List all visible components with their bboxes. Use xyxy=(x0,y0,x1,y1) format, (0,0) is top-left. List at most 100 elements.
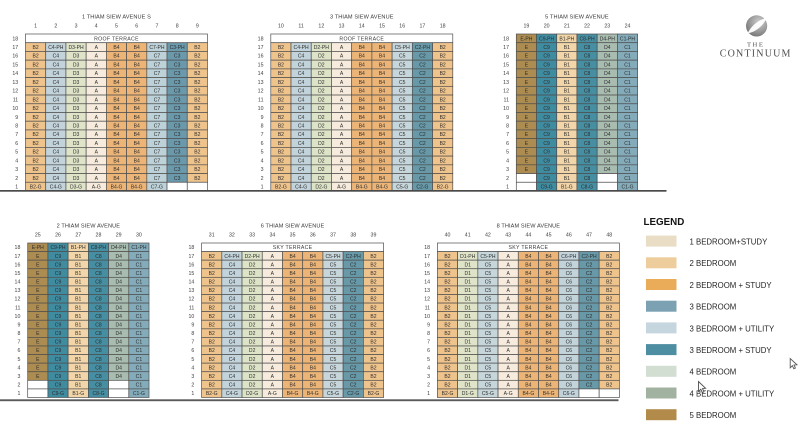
svg-text:D3: D3 xyxy=(73,89,80,95)
svg-text:3: 3 xyxy=(191,374,194,380)
svg-text:D2-G: D2-G xyxy=(246,391,258,397)
svg-text:B4: B4 xyxy=(359,123,365,129)
svg-text:15: 15 xyxy=(379,24,385,30)
svg-text:4: 4 xyxy=(95,24,98,30)
svg-text:B2-G: B2-G xyxy=(275,185,287,191)
svg-text:B4: B4 xyxy=(379,89,385,95)
svg-text:B2: B2 xyxy=(444,288,450,294)
svg-text:C2: C2 xyxy=(350,374,357,380)
svg-text:B2: B2 xyxy=(278,167,284,173)
svg-text:C8: C8 xyxy=(584,62,591,68)
svg-text:8: 8 xyxy=(176,24,179,30)
svg-text:D4: D4 xyxy=(115,365,122,371)
svg-text:C1: C1 xyxy=(624,150,631,156)
svg-text:A: A xyxy=(506,280,510,286)
svg-text:B2: B2 xyxy=(209,365,215,371)
svg-text:D3: D3 xyxy=(73,167,80,173)
svg-text:D2: D2 xyxy=(318,62,325,68)
svg-text:B2: B2 xyxy=(444,314,450,320)
svg-text:10: 10 xyxy=(258,106,264,112)
svg-text:5: 5 xyxy=(17,357,20,363)
svg-text:C1: C1 xyxy=(136,271,143,277)
svg-text:30: 30 xyxy=(136,233,142,239)
svg-text:B4: B4 xyxy=(134,106,140,112)
svg-text:C6: C6 xyxy=(566,280,573,286)
svg-text:B1: B1 xyxy=(75,262,81,268)
svg-text:C8: C8 xyxy=(584,141,591,147)
svg-text:B2: B2 xyxy=(606,254,612,260)
svg-text:C2: C2 xyxy=(586,280,593,286)
svg-text:B2: B2 xyxy=(33,176,39,182)
svg-text:B4: B4 xyxy=(134,115,140,121)
svg-text:B1: B1 xyxy=(75,288,81,294)
svg-text:C1: C1 xyxy=(624,89,631,95)
svg-text:16: 16 xyxy=(15,262,21,268)
svg-text:B4: B4 xyxy=(379,141,385,147)
svg-text:B2: B2 xyxy=(278,89,284,95)
svg-text:B2: B2 xyxy=(209,348,215,354)
svg-text:A: A xyxy=(271,297,275,303)
svg-text:D4: D4 xyxy=(604,89,611,95)
svg-text:B4: B4 xyxy=(525,331,531,337)
svg-text:C8: C8 xyxy=(95,262,102,268)
svg-text:D4: D4 xyxy=(115,374,122,380)
svg-text:C1: C1 xyxy=(624,54,631,60)
svg-text:C1: C1 xyxy=(624,141,631,147)
svg-text:B1: B1 xyxy=(75,365,81,371)
svg-text:D2-G: D2-G xyxy=(315,185,327,191)
svg-text:C8: C8 xyxy=(95,383,102,389)
svg-text:B2: B2 xyxy=(606,322,612,328)
svg-text:E-PH: E-PH xyxy=(520,36,532,42)
svg-text:3: 3 xyxy=(75,24,78,30)
svg-text:7: 7 xyxy=(191,340,194,346)
svg-text:B4: B4 xyxy=(525,340,531,346)
svg-text:C9: C9 xyxy=(543,62,550,68)
svg-text:C7: C7 xyxy=(154,167,161,173)
svg-text:C8: C8 xyxy=(95,271,102,277)
svg-text:C6: C6 xyxy=(566,305,573,311)
svg-text:4: 4 xyxy=(17,365,20,371)
svg-text:ROOF TERRACE: ROOF TERRACE xyxy=(339,36,384,42)
svg-text:C9: C9 xyxy=(55,262,62,268)
svg-text:29: 29 xyxy=(116,233,122,239)
svg-text:B2: B2 xyxy=(209,271,215,277)
svg-text:B4-G: B4-G xyxy=(522,391,534,397)
svg-text:B4: B4 xyxy=(310,348,316,354)
svg-text:7: 7 xyxy=(506,132,509,138)
svg-text:C8: C8 xyxy=(95,374,102,380)
svg-text:B2: B2 xyxy=(33,62,39,68)
svg-text:C2: C2 xyxy=(586,365,593,371)
svg-text:47: 47 xyxy=(586,233,592,239)
svg-text:C8: C8 xyxy=(95,357,102,363)
svg-text:B2: B2 xyxy=(278,176,284,182)
svg-text:6: 6 xyxy=(17,348,20,354)
svg-text:C1: C1 xyxy=(624,115,631,121)
svg-text:C4: C4 xyxy=(229,331,236,337)
svg-text:C1: C1 xyxy=(136,297,143,303)
svg-text:C8-PH: C8-PH xyxy=(91,245,106,251)
svg-text:D2: D2 xyxy=(318,150,325,156)
svg-text:B4: B4 xyxy=(379,132,385,138)
svg-text:16: 16 xyxy=(188,262,194,268)
svg-text:C9-G: C9-G xyxy=(541,185,553,191)
svg-text:C4: C4 xyxy=(229,305,236,311)
svg-text:B4: B4 xyxy=(113,106,119,112)
svg-text:5: 5 xyxy=(115,24,118,30)
svg-text:A: A xyxy=(95,123,99,129)
svg-text:B1: B1 xyxy=(75,314,81,320)
svg-text:C2: C2 xyxy=(350,305,357,311)
svg-text:6: 6 xyxy=(135,24,138,30)
svg-text:B4: B4 xyxy=(134,80,140,86)
svg-text:6: 6 xyxy=(261,141,264,147)
svg-text:6: 6 xyxy=(506,141,509,147)
svg-text:C6: C6 xyxy=(566,383,573,389)
svg-text:C4-G: C4-G xyxy=(50,185,62,191)
svg-text:B1: B1 xyxy=(75,383,81,389)
svg-text:B2: B2 xyxy=(278,115,284,121)
svg-text:D2-PH: D2-PH xyxy=(245,254,260,260)
svg-text:7: 7 xyxy=(261,132,264,138)
svg-text:B4: B4 xyxy=(525,262,531,268)
svg-text:A: A xyxy=(271,331,275,337)
svg-text:C4: C4 xyxy=(298,150,305,156)
svg-text:C2: C2 xyxy=(419,150,426,156)
